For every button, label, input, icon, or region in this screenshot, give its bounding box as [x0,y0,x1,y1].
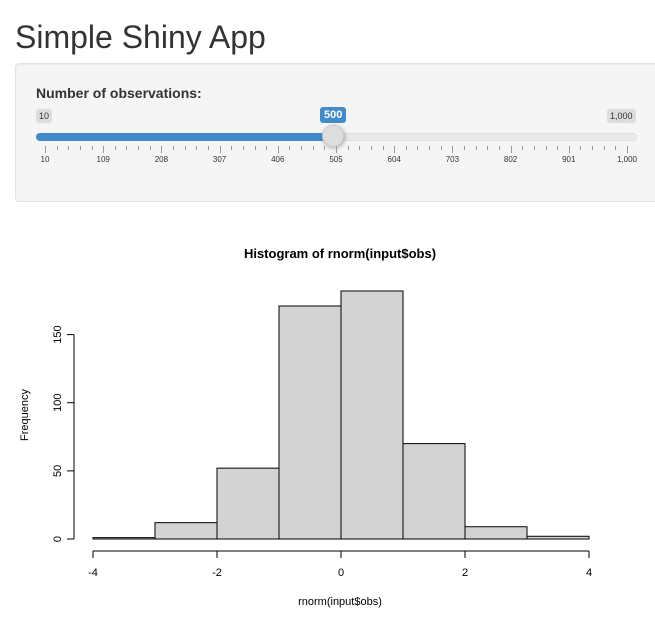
slider-grid-minor-tick [289,146,291,150]
x-tick-label: 0 [338,567,344,579]
slider-grid-minor-tick [603,146,605,150]
slider-grid-label: 703 [445,155,460,164]
slider-grid-label: 901 [562,155,576,164]
slider-handle[interactable] [322,125,345,147]
slider-grid-tick [510,146,512,153]
slider-grid-tick [452,146,454,153]
slider-grid-minor-tick [487,146,489,150]
histogram-bar [92,537,156,540]
slider-grid-minor-tick [464,146,466,150]
slider-grid-tick [336,146,337,153]
slider-grid-minor-tick [440,146,442,150]
slider-grid-minor-tick [114,146,116,150]
slider-grid-minor-tick [231,146,233,150]
slider-grid-minor-tick [242,146,244,150]
slider-grid-label: 505 [329,155,343,164]
slider-grid-minor-tick [184,146,186,150]
histogram-bar [340,290,404,540]
slider-grid-minor-tick [324,146,326,150]
page-title: Simple Shiny App [15,19,266,55]
histogram-bar [402,443,466,540]
slider-grid-minor-tick [545,146,547,150]
x-tick-label: 4 [586,567,592,579]
slider-grid-minor-tick [68,146,70,150]
slider-grid-minor-tick [254,146,256,150]
slider-grid-tick [161,146,163,153]
slider-grid-label: 802 [503,155,518,164]
slider-fill [36,133,334,141]
slider-grid-label: 208 [154,155,169,164]
chart-title: Histogram of rnorm(input$obs) [244,246,436,261]
slider-grid-tick [45,146,46,153]
slider-label: Number of observations: [36,85,202,101]
slider-grid-minor-tick [79,146,81,150]
slider-grid-label: 10 [40,155,50,164]
slider-grid-minor-tick [359,146,361,150]
slider-grid-minor-tick [266,146,268,150]
slider-min-label: 10 [36,109,53,123]
slider-grid-minor-tick [196,146,198,150]
slider-grid-tick [219,146,221,153]
slider-grid-label: 604 [387,155,401,164]
slider-grid-minor-tick [615,146,617,150]
slider-grid-minor-tick [533,146,535,150]
y-tick-label: 50 [52,465,64,477]
x-tick-label: -4 [88,567,98,579]
histogram-bar [464,526,528,540]
slider-grid-minor-tick [126,146,128,150]
slider-grid-minor-tick [91,146,93,150]
y-axis-label: Frequency [19,389,31,441]
slider-grid-minor-tick [382,146,384,150]
x-axis-label: rnorm(input$obs) [298,596,382,608]
slider-grid-minor-tick [370,146,372,150]
slider-grid-minor-tick [301,146,303,150]
slider-grid-tick [103,146,105,153]
histogram-bar [278,305,342,540]
x-tick-label: 2 [462,567,468,579]
slider-grid-label: 109 [96,155,110,164]
slider-grid-minor-tick [498,146,500,150]
slider-grid-minor-tick [138,146,140,150]
y-tick-label: 0 [52,536,64,542]
slider-grid-minor-tick [173,146,175,150]
slider-grid-minor-tick [405,146,407,150]
slider-grid-minor-tick [522,146,524,150]
x-tick-label: -2 [212,567,222,579]
slider-grid-minor-tick [312,146,314,150]
slider-grid-minor-tick [347,146,349,150]
slider-grid-minor-tick [417,146,419,150]
slider-value-label: 500 [320,107,347,123]
y-tick-label: 150 [52,325,64,343]
y-tick-label: 100 [52,394,64,412]
slider-grid-minor-tick [580,146,582,150]
slider-grid-minor-tick [149,146,151,150]
slider-grid-tick [568,146,570,153]
slider-grid-minor-tick [475,146,477,150]
sidebar-panel: Number of observations: 10 1,000 500 10 1… [15,63,655,202]
slider-grid-label: 1,000 [616,155,638,164]
slider-grid-tick [277,146,279,153]
histogram-bar [154,522,218,540]
slider-grid-minor-tick [56,146,58,150]
histogram-bar [526,535,590,540]
slider-grid-minor-tick [207,146,209,150]
histogram-bar [216,467,280,540]
slider-grid-tick [394,146,396,153]
slider-grid-label: 406 [271,155,285,164]
slider-grid-minor-tick [429,146,431,150]
slider-grid-label: 307 [212,155,227,164]
slider-grid-minor-tick [592,146,594,150]
slider-max-label: 1,000 [607,109,636,123]
slider-grid-minor-tick [557,146,559,150]
slider-grid-tick [627,146,628,153]
